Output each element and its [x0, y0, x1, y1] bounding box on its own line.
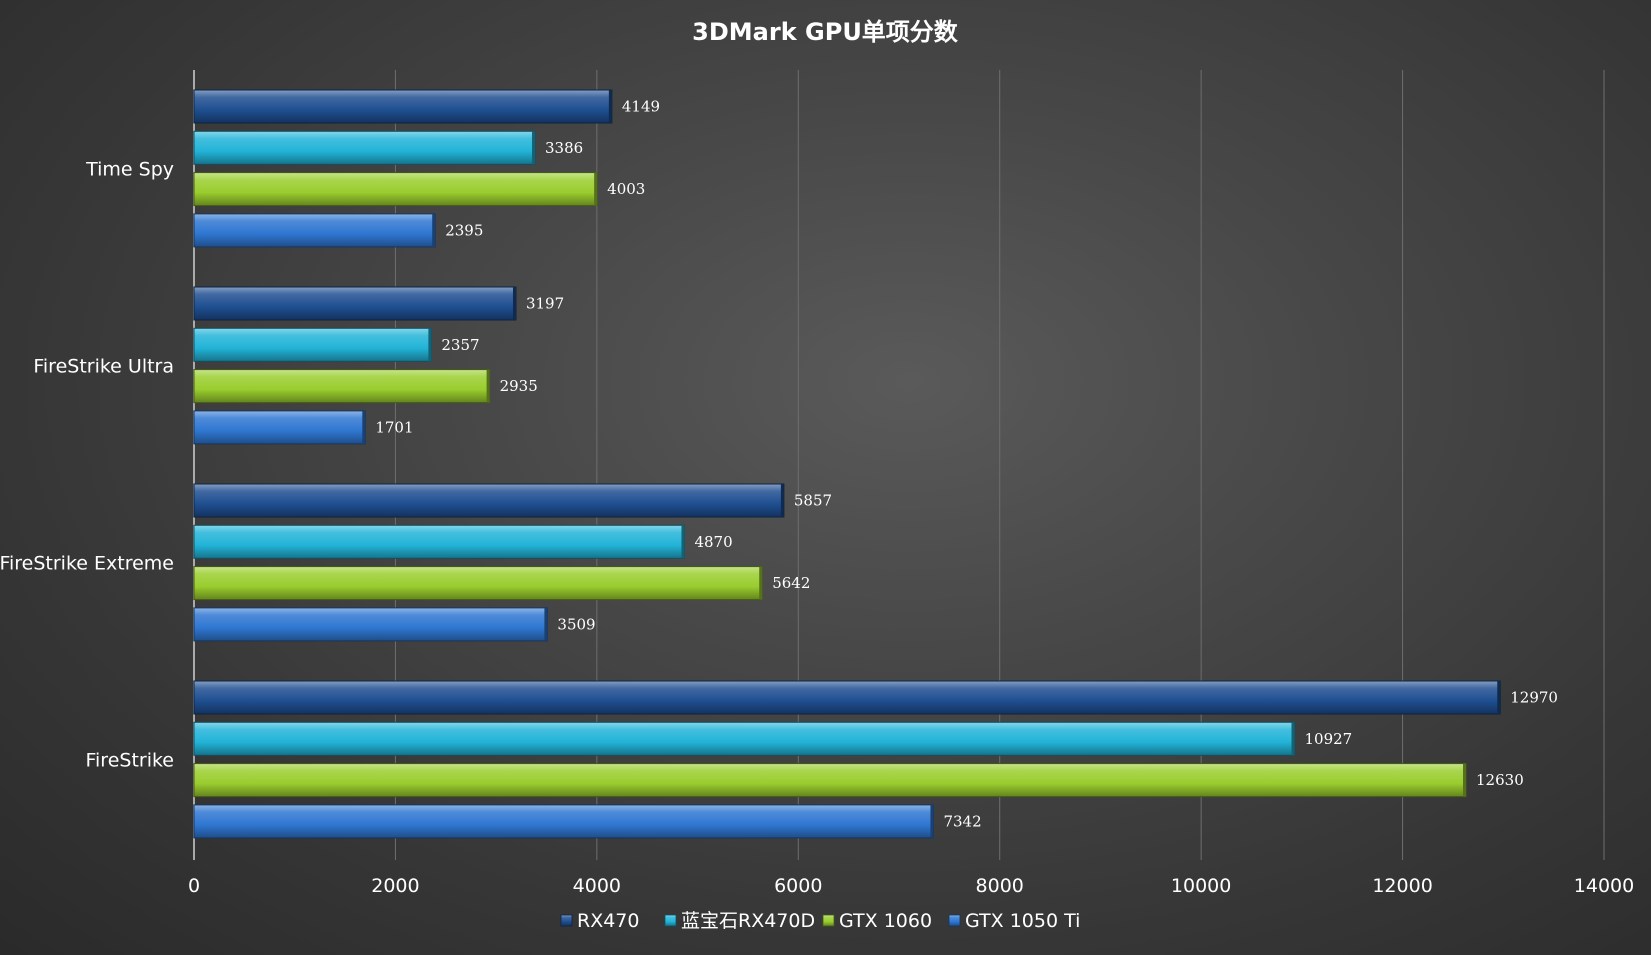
category-label-time-spy: Time Spy	[85, 158, 174, 180]
bar-rect	[193, 721, 1296, 756]
data-label-firestrike-ultra-rx470d: 2357	[441, 336, 479, 354]
bar-firestrike-rx470	[193, 680, 1501, 715]
bar-rect	[193, 763, 1467, 798]
bar-end-cap	[1463, 763, 1467, 797]
bar-rect	[193, 130, 536, 165]
bar-end-cap	[930, 804, 934, 838]
data-label-time-spy-rx470d: 3386	[545, 139, 583, 157]
category-label-firestrike-extreme: FireStrike Extreme	[0, 552, 174, 574]
bar-rect	[193, 607, 548, 642]
bars	[193, 89, 1501, 839]
bar-rect	[193, 327, 432, 362]
bar-end-cap	[759, 566, 763, 600]
legend-label: 蓝宝石RX470D	[681, 910, 815, 932]
data-label-firestrike-gtx-1060: 12630	[1476, 771, 1524, 789]
legend-item-gtx-1060: GTX 1060	[822, 910, 932, 932]
legend-label: RX470	[577, 910, 639, 932]
bar-end-cap	[428, 328, 432, 362]
bar-end-cap	[608, 90, 612, 123]
legend-label: GTX 1060	[839, 910, 932, 932]
bar-rect	[193, 286, 517, 321]
x-tick-label-12000: 12000	[1372, 875, 1432, 897]
bar-time-spy-gtx-1050-ti	[193, 213, 436, 248]
bar-rect	[193, 213, 436, 248]
legend-swatch	[560, 914, 573, 927]
x-tick-label-10000: 10000	[1171, 875, 1231, 897]
legend-swatch	[948, 914, 961, 927]
data-label-time-spy-rx470: 4149	[622, 98, 660, 116]
category-label-firestrike: FireStrike	[85, 749, 174, 771]
bar-firestrike-ultra-gtx-1060	[193, 369, 491, 404]
data-label-time-spy-gtx-1050-ti: 2395	[445, 221, 483, 239]
bar-end-cap	[362, 410, 366, 444]
data-label-firestrike-rx470: 12970	[1510, 689, 1558, 707]
bar-firestrike-rx470d	[193, 721, 1296, 756]
legend-item-rx470d: 蓝宝石RX470D	[664, 910, 815, 932]
x-axis-tick-labels: 0 2000 4000 6000 8000 10000 12000 14000	[188, 875, 1634, 897]
x-tick-label-8000: 8000	[976, 875, 1024, 897]
bar-rect	[193, 89, 613, 124]
legend-item-rx470: RX470	[560, 910, 639, 932]
data-label-firestrike-ultra-gtx-1050-ti: 1701	[375, 418, 413, 436]
x-tick-label-0: 0	[188, 875, 200, 897]
chart-title: 3DMark GPU单项分数	[692, 18, 959, 46]
bar-end-cap	[512, 287, 516, 320]
bar-end-cap	[1497, 681, 1501, 714]
data-label-firestrike-rx470d: 10927	[1305, 730, 1353, 748]
bar-end-cap	[594, 172, 598, 206]
data-label-firestrike-extreme-rx470d: 4870	[694, 533, 732, 551]
x-tick-label-4000: 4000	[573, 875, 621, 897]
data-label-firestrike-extreme-gtx-1060: 5642	[772, 574, 810, 592]
bar-firestrike-extreme-rx470	[193, 483, 785, 518]
category-label-firestrike-ultra: FireStrike Ultra	[33, 355, 174, 377]
bar-end-cap	[1291, 722, 1295, 756]
x-tick-label-14000: 14000	[1574, 875, 1634, 897]
legend-label: GTX 1050 Ti	[965, 910, 1080, 932]
data-label-time-spy-gtx-1060: 4003	[607, 180, 645, 198]
legend: RX470 蓝宝石RX470D GTX 1060 GTX 1050 Ti	[560, 910, 1080, 932]
bar-rect	[193, 804, 934, 839]
x-tick-label-6000: 6000	[774, 875, 822, 897]
bar-rect	[193, 680, 1501, 715]
bar-firestrike-ultra-rx470d	[193, 327, 432, 362]
bar-firestrike-extreme-gtx-1060	[193, 566, 763, 601]
x-tick-label-2000: 2000	[371, 875, 419, 897]
data-label-firestrike-gtx-1050-ti: 7342	[943, 812, 981, 830]
bar-end-cap	[780, 484, 784, 517]
bar-end-cap	[486, 369, 490, 403]
data-label-firestrike-ultra-gtx-1060: 2935	[500, 377, 538, 395]
bar-firestrike-ultra-gtx-1050-ti	[193, 410, 366, 445]
bar-rect	[193, 483, 785, 518]
bar-rect	[193, 172, 598, 207]
bar-firestrike-extreme-rx470d	[193, 524, 685, 559]
bar-rect	[193, 369, 491, 404]
category-labels: Time Spy FireStrike Ultra FireStrike Extre…	[0, 158, 174, 771]
bar-end-cap	[532, 131, 536, 165]
data-labels: 4149 3386 4003 2395 3197 2357 2935 1701 5857 4870…	[375, 98, 1558, 831]
bar-firestrike-extreme-gtx-1050-ti	[193, 607, 548, 642]
bar-end-cap	[681, 525, 685, 559]
bar-time-spy-rx470d	[193, 130, 536, 165]
legend-item-gtx-1050-ti: GTX 1050 Ti	[948, 910, 1080, 932]
bar-time-spy-gtx-1060	[193, 172, 598, 207]
data-label-firestrike-extreme-rx470: 5857	[794, 492, 832, 510]
data-label-firestrike-ultra-rx470: 3197	[526, 295, 564, 313]
legend-swatch	[822, 914, 835, 927]
bar-end-cap	[432, 213, 436, 247]
bar-rect	[193, 410, 366, 445]
bar-rect	[193, 566, 763, 601]
bar-firestrike-gtx-1050-ti	[193, 804, 934, 839]
bar-time-spy-rx470	[193, 89, 613, 124]
bar-firestrike-gtx-1060	[193, 763, 1467, 798]
bar-rect	[193, 524, 685, 559]
bar-end-cap	[544, 607, 548, 641]
legend-swatch	[664, 914, 677, 927]
data-label-firestrike-extreme-gtx-1050-ti: 3509	[557, 615, 595, 633]
bar-firestrike-ultra-rx470	[193, 286, 517, 321]
